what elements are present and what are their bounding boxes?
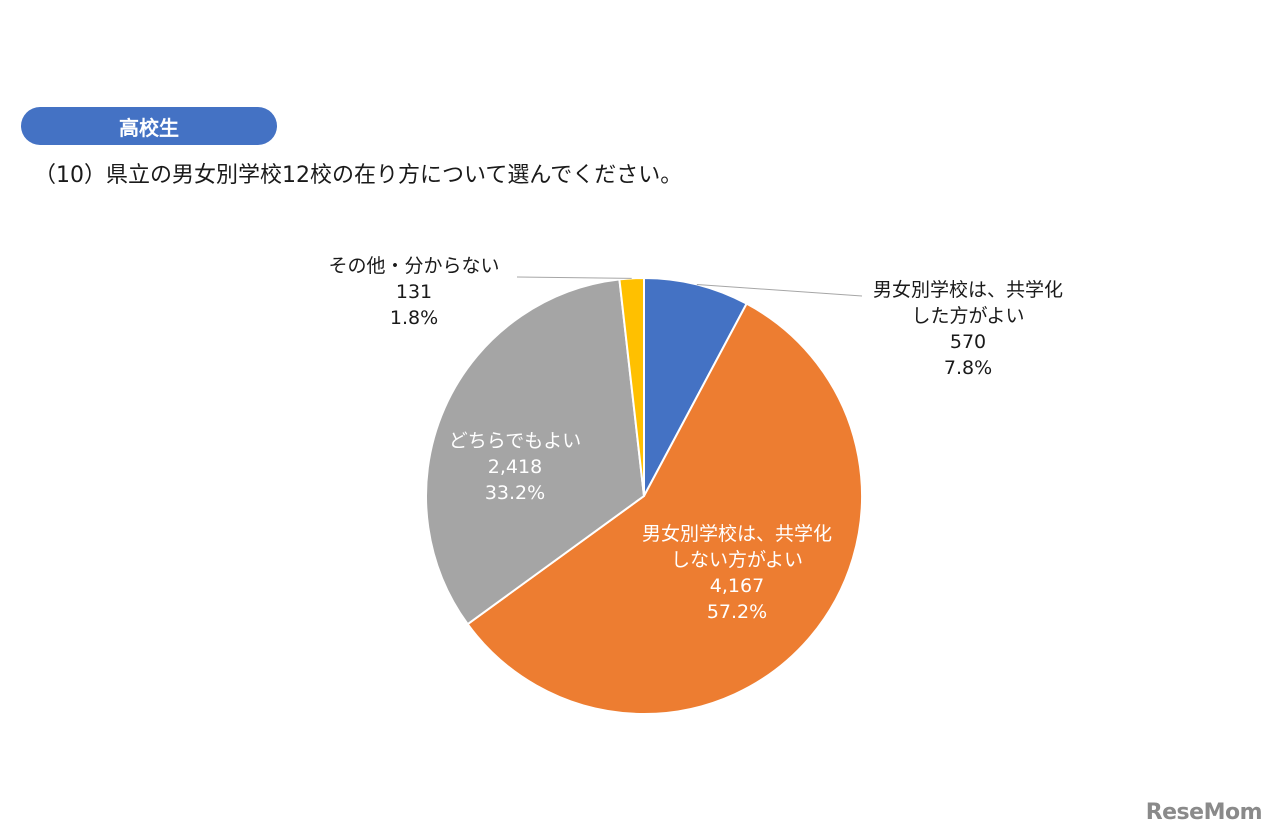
leader-line — [696, 284, 863, 297]
slice-count-label: 131 — [396, 281, 432, 303]
slice-category-label: した方がよい — [911, 305, 1024, 327]
slice-count-label: 570 — [950, 331, 986, 353]
question-title: （10）県立の男女別学校12校の在り方について選んでください。 — [34, 163, 683, 188]
slice-label: その他・分からない 131 1.8% — [328, 255, 499, 329]
slice-label: 男女別学校は、共学化した方がよい 570 7.8% — [873, 279, 1063, 379]
slice-percent-label: 33.2% — [485, 482, 545, 504]
slice-count-label: 2,418 — [488, 456, 542, 478]
slice-label: 男女別学校は、共学化しない方がよい 4,167 57.2% — [642, 523, 832, 623]
watermark-logo: ReseMom — [1145, 800, 1263, 825]
slice-count-label: 4,167 — [710, 575, 764, 597]
pie-slice — [643, 276, 748, 497]
slice-category-label: 男女別学校は、共学化 — [642, 523, 832, 545]
slice-category-label: しない方がよい — [671, 549, 803, 571]
slice-percent-label: 57.2% — [707, 601, 767, 623]
slice-percent-label: 1.8% — [390, 307, 438, 329]
pie-slice — [425, 278, 646, 626]
pie-slice — [466, 302, 863, 715]
slice-category-label: その他・分からない — [328, 255, 499, 277]
slice-percent-label: 7.8% — [944, 357, 992, 379]
leader-line — [516, 276, 632, 279]
slice-category-label: 男女別学校は、共学化 — [873, 279, 1063, 301]
slice-category-label: どちらでもよい — [449, 430, 581, 452]
slice-label: どちらでもよい 2,418 33.2% — [449, 430, 581, 504]
category-badge: 高校生 — [21, 107, 277, 145]
